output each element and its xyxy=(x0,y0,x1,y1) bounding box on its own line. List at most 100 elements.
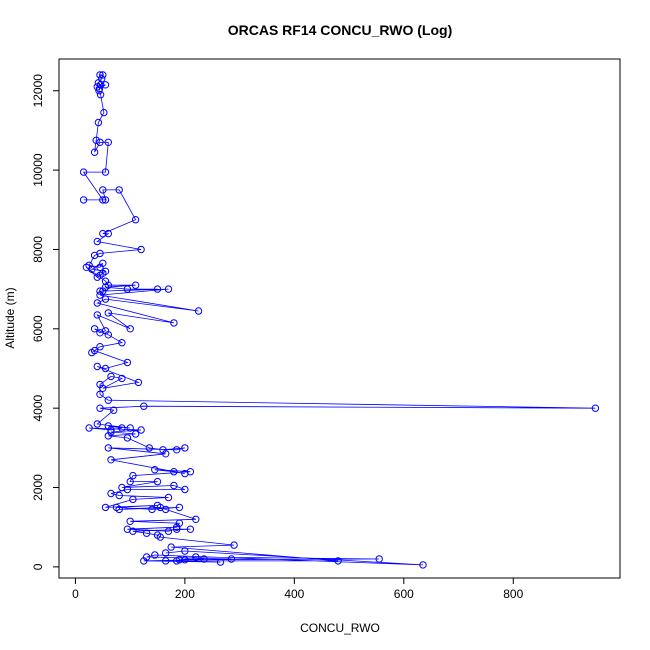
x-axis-label: CONCU_RWO xyxy=(300,621,380,635)
data-point xyxy=(93,237,102,246)
data-point xyxy=(170,468,178,476)
data-point xyxy=(95,87,103,95)
data-point xyxy=(153,285,162,293)
data-point xyxy=(90,325,99,333)
chart-title: ORCAS RF14 CONCU_RWO (Log) xyxy=(228,22,453,38)
data-point xyxy=(591,404,600,412)
data-point xyxy=(96,404,104,412)
y-tick-label: 10000 xyxy=(31,153,45,187)
data-point xyxy=(126,325,134,333)
data-point xyxy=(104,138,113,147)
data-point xyxy=(137,245,145,254)
data-point xyxy=(107,426,115,434)
data-point xyxy=(93,273,102,281)
data-point xyxy=(104,432,113,440)
x-tick-label: 800 xyxy=(503,587,523,601)
y-tick-label: 4000 xyxy=(31,395,45,422)
series-layer xyxy=(79,71,600,569)
data-point xyxy=(107,456,115,464)
data-point xyxy=(129,527,137,535)
data-point xyxy=(85,424,93,432)
y-tick-label: 2000 xyxy=(31,474,45,501)
data-point xyxy=(167,543,175,551)
data-point xyxy=(115,491,123,500)
data-point xyxy=(94,118,103,127)
data-point xyxy=(93,362,102,371)
data-point xyxy=(151,551,159,559)
data-point xyxy=(162,549,170,557)
data-point xyxy=(79,168,88,176)
data-point xyxy=(93,299,102,307)
data-point xyxy=(142,529,151,537)
data-point xyxy=(162,505,170,514)
data-point xyxy=(104,396,113,404)
data-point xyxy=(156,533,165,541)
data-point xyxy=(90,251,99,260)
x-tick-label: 400 xyxy=(284,587,304,601)
data-point xyxy=(123,434,132,442)
data-point xyxy=(181,547,189,555)
data-point xyxy=(137,426,145,434)
data-point xyxy=(126,477,134,486)
data-point xyxy=(96,343,104,351)
data-point xyxy=(175,556,184,564)
data-point xyxy=(123,358,132,367)
data-point xyxy=(107,489,115,498)
data-point xyxy=(90,148,99,156)
data-point xyxy=(104,309,113,317)
data-point xyxy=(99,259,107,267)
data-point xyxy=(131,216,140,224)
y-axis: 0 2000 4000 6000 8000 10000 12000 xyxy=(31,74,59,570)
data-point xyxy=(164,493,173,502)
data-point xyxy=(107,372,115,381)
data-point xyxy=(129,495,137,504)
data-point xyxy=(170,481,178,490)
data-point xyxy=(93,83,102,91)
y-tick-label: 6000 xyxy=(31,315,45,342)
data-point xyxy=(186,525,195,533)
data-point xyxy=(96,138,104,147)
data-point xyxy=(153,477,162,486)
data-point xyxy=(148,505,156,514)
data-point xyxy=(192,515,200,523)
data-point xyxy=(200,555,208,563)
data-point xyxy=(104,331,113,339)
data-point xyxy=(101,295,110,303)
data-point xyxy=(186,468,195,476)
data-point xyxy=(142,553,151,561)
data-point xyxy=(181,444,189,452)
data-point xyxy=(175,503,184,512)
y-axis-label: Altitude (m) xyxy=(3,287,17,348)
data-point xyxy=(164,527,173,535)
data-point xyxy=(131,430,140,438)
data-point xyxy=(140,402,148,410)
x-tick-label: 200 xyxy=(175,587,195,601)
data-point xyxy=(181,485,189,494)
data-point xyxy=(99,196,107,204)
data-point xyxy=(145,444,154,452)
data-point xyxy=(104,444,113,452)
data-point xyxy=(101,168,110,176)
x-tick-label: 0 xyxy=(72,587,79,601)
data-point xyxy=(151,466,159,474)
data-point xyxy=(181,556,189,564)
data-point xyxy=(96,380,104,389)
data-point xyxy=(99,186,107,194)
y-tick-label: 12000 xyxy=(31,74,45,108)
data-point xyxy=(173,523,181,531)
x-axis: 0 200 400 600 800 xyxy=(72,578,524,601)
data-point xyxy=(230,541,238,549)
data-point xyxy=(216,558,225,566)
data-point xyxy=(134,378,143,387)
plot-box xyxy=(58,58,621,579)
data-point xyxy=(123,285,132,293)
data-point xyxy=(110,406,118,414)
data-point xyxy=(93,420,102,428)
data-point xyxy=(126,424,134,432)
data-point xyxy=(96,329,104,337)
y-tick-label: 8000 xyxy=(31,236,45,263)
data-point xyxy=(99,229,107,238)
data-point xyxy=(104,229,113,238)
data-point xyxy=(101,364,110,373)
